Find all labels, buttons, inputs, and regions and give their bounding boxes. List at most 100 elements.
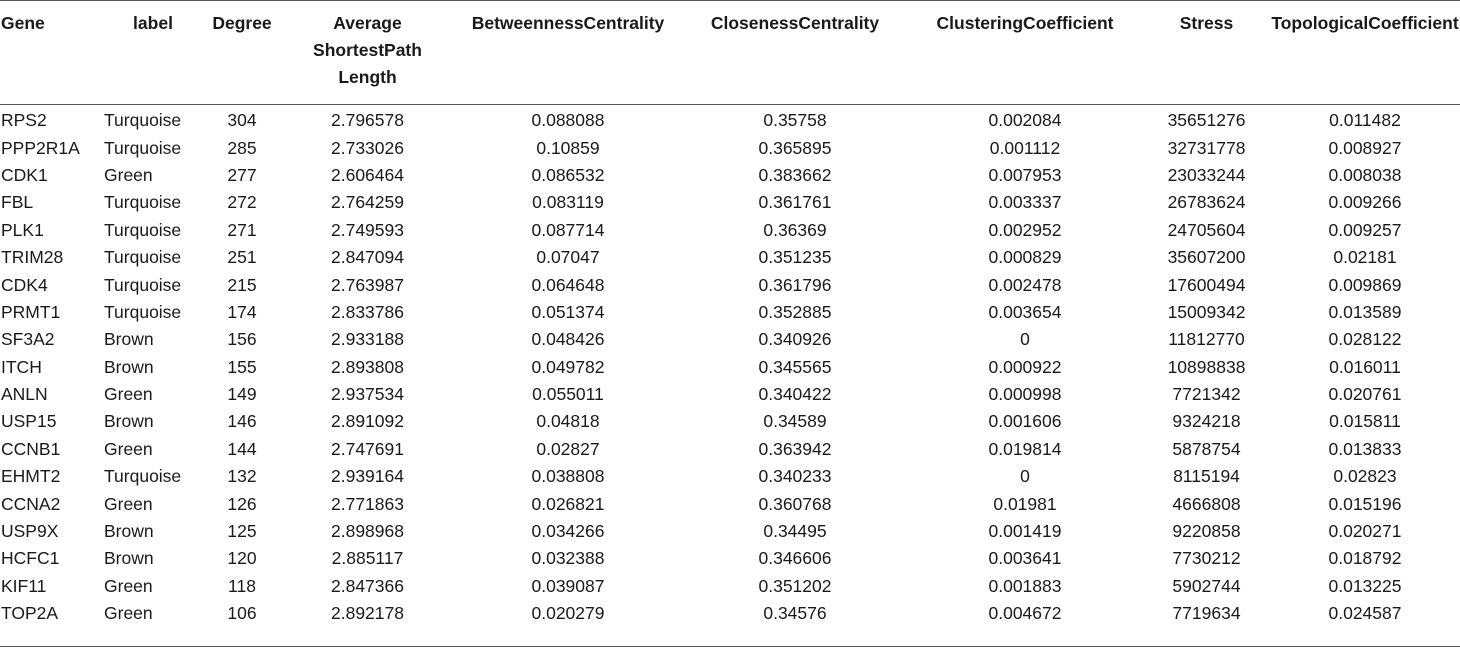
cell-label: Brown [104, 521, 154, 542]
cell-degree: 132 [227, 466, 257, 487]
cell-stress: 35607200 [1167, 247, 1246, 268]
cell-stress: 9324218 [1172, 411, 1241, 432]
cell-label: Turquoise [104, 137, 182, 158]
cell-topological-coefficient: 0.020271 [1328, 521, 1402, 542]
cell-average-shortest-path-length: 2.892178 [331, 603, 404, 624]
table-row: TOP2A Green 106 2.892178 0.020279 0.34576 0.00… [0, 600, 1460, 627]
cell-clustering-coefficient: 0.001419 [988, 521, 1062, 542]
cell-clustering-coefficient: 0.003654 [988, 301, 1062, 322]
cell-average-shortest-path-length: 2.833786 [331, 301, 404, 322]
cell-closeness-centrality: 0.351235 [758, 247, 832, 268]
header-closeness-centrality: ClosenessCentrality [710, 13, 880, 33]
cell-clustering-coefficient: 0.004672 [988, 603, 1062, 624]
cell-degree: 304 [227, 110, 257, 131]
cell-degree: 271 [227, 219, 257, 240]
cell-clustering-coefficient: 0.000922 [988, 356, 1062, 377]
table-row: KIF11 Green 118 2.847366 0.039087 0.351202 0.0… [0, 573, 1460, 600]
table-body: RPS2 Turquoise 304 2.796578 0.088088 0.35758 0… [0, 94, 1460, 627]
gene-metrics-table: Gene label Degree Average ShortestPath L… [0, 0, 1460, 627]
cell-average-shortest-path-length: 2.606464 [331, 164, 404, 185]
cell-clustering-coefficient: 0.001606 [988, 411, 1062, 432]
cell-label: Turquoise [104, 110, 182, 131]
cell-average-shortest-path-length: 2.937534 [331, 384, 404, 405]
cell-label: Turquoise [104, 274, 182, 295]
cell-stress: 7719634 [1172, 603, 1241, 624]
cell-degree: 106 [227, 603, 257, 624]
header-row: Gene label Degree Average ShortestPath L… [0, 0, 1460, 94]
cell-clustering-coefficient: 0.001883 [988, 575, 1062, 596]
table-row: CDK4 Turquoise 215 2.763987 0.064648 0.361796… [0, 271, 1460, 298]
header-rule [0, 104, 1460, 105]
cell-betweenness-centrality: 0.086532 [531, 164, 605, 185]
cell-label: Green [104, 164, 153, 185]
cell-closeness-centrality: 0.34495 [763, 521, 827, 542]
cell-betweenness-centrality: 0.10859 [536, 137, 600, 158]
cell-closeness-centrality: 0.340422 [758, 384, 832, 405]
cell-average-shortest-path-length: 2.733026 [331, 137, 404, 158]
cell-stress: 4666808 [1172, 493, 1241, 514]
cell-label: Green [104, 438, 153, 459]
cell-topological-coefficient: 0.009257 [1328, 219, 1402, 240]
table-row: FBL Turquoise 272 2.764259 0.083119 0.361761 0… [0, 189, 1460, 216]
cell-closeness-centrality: 0.383662 [758, 164, 832, 185]
cell-clustering-coefficient: 0.003337 [988, 192, 1062, 213]
cell-degree: 156 [227, 329, 257, 350]
cell-label: Green [104, 493, 153, 514]
cell-average-shortest-path-length: 2.898968 [331, 521, 404, 542]
cell-stress: 26783624 [1167, 192, 1246, 213]
cell-average-shortest-path-length: 2.891092 [331, 411, 404, 432]
cell-stress: 8115194 [1173, 466, 1240, 487]
cell-topological-coefficient: 0.013225 [1328, 575, 1402, 596]
header-betweenness-centrality: BetweennessCentrality [471, 13, 665, 33]
cell-label: Turquoise [104, 466, 182, 487]
cell-topological-coefficient: 0.011482 [1329, 110, 1401, 131]
cell-gene: CDK1 [1, 164, 48, 185]
table-row: TRIM28 Turquoise 251 2.847094 0.07047 0.35123… [0, 244, 1460, 271]
cell-clustering-coefficient: 0.01981 [993, 493, 1057, 514]
cell-label: Turquoise [104, 247, 182, 268]
cell-average-shortest-path-length: 2.763987 [331, 274, 404, 295]
cell-clustering-coefficient: 0.002478 [988, 274, 1062, 295]
cell-average-shortest-path-length: 2.885117 [331, 548, 404, 569]
cell-topological-coefficient: 0.02823 [1333, 466, 1397, 487]
cell-label: Brown [104, 548, 154, 569]
cell-degree: 146 [227, 411, 257, 432]
cell-average-shortest-path-length: 2.847366 [331, 575, 404, 596]
cell-gene: USP9X [1, 521, 59, 542]
cell-clustering-coefficient: 0.000998 [988, 384, 1062, 405]
cell-topological-coefficient: 0.018792 [1328, 548, 1402, 569]
table-row: PPP2R1A Turquoise 285 2.733026 0.10859 0.3658… [0, 134, 1460, 161]
table-row: PLK1 Turquoise 271 2.749593 0.087714 0.36369 0… [0, 217, 1460, 244]
cell-gene: PPP2R1A [1, 137, 80, 158]
cell-closeness-centrality: 0.361761 [758, 192, 832, 213]
cell-topological-coefficient: 0.009266 [1328, 192, 1402, 213]
cell-betweenness-centrality: 0.020279 [531, 603, 605, 624]
table-row: PRMT1 Turquoise 174 2.833786 0.051374 0.35288… [0, 299, 1460, 326]
cell-stress: 10898838 [1167, 356, 1246, 377]
cell-betweenness-centrality: 0.048426 [531, 329, 605, 350]
cell-gene: CCNA2 [1, 493, 61, 514]
header-gene: Gene [1, 13, 45, 33]
cell-topological-coefficient: 0.009869 [1328, 274, 1402, 295]
cell-clustering-coefficient: 0.007953 [988, 164, 1062, 185]
cell-topological-coefficient: 0.028122 [1328, 329, 1402, 350]
table-row: USP9X Brown 125 2.898968 0.034266 0.34495 0.00… [0, 518, 1460, 545]
cell-topological-coefficient: 0.013589 [1328, 301, 1402, 322]
cell-degree: 126 [227, 493, 257, 514]
cell-degree: 144 [227, 438, 257, 459]
cell-degree: 251 [227, 247, 257, 268]
cell-average-shortest-path-length: 2.847094 [331, 247, 404, 268]
cell-closeness-centrality: 0.34576 [763, 603, 827, 624]
cell-betweenness-centrality: 0.087714 [531, 219, 605, 240]
header-topological-coefficient: TopologicalCoefficient [1271, 13, 1459, 33]
cell-label: Green [104, 384, 153, 405]
cell-degree: 174 [227, 301, 257, 322]
header-aspl-line-1: Average [333, 13, 402, 33]
cell-average-shortest-path-length: 2.796578 [331, 110, 404, 131]
cell-clustering-coefficient: 0.002952 [988, 219, 1062, 240]
cell-label: Turquoise [104, 192, 182, 213]
cell-gene: PLK1 [1, 219, 44, 240]
cell-closeness-centrality: 0.365895 [758, 137, 832, 158]
cell-label: Turquoise [104, 219, 182, 240]
